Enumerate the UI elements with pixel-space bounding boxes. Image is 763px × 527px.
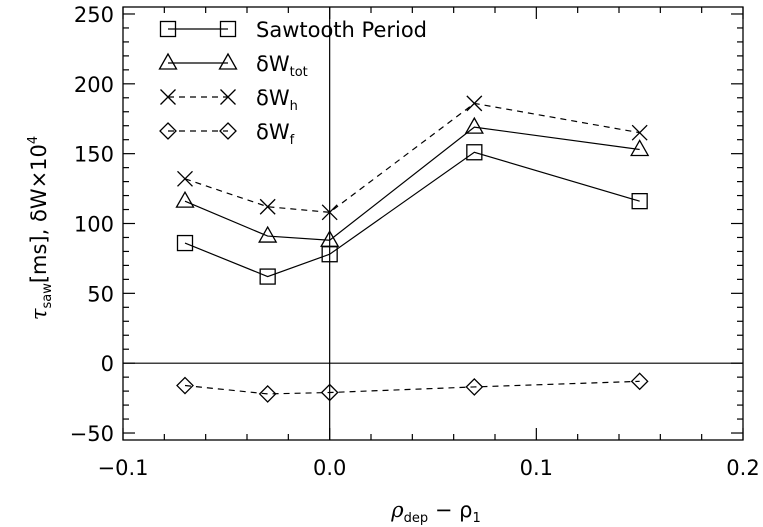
y-tick-label: −50 (70, 422, 114, 446)
data-point (465, 378, 484, 396)
x-tick-label: 0.1 (520, 456, 553, 480)
legend-marker (219, 122, 237, 140)
x-axis-label: ρdep − ρ1 (390, 498, 480, 526)
series-line (184, 151, 640, 278)
series-diamond (176, 372, 649, 403)
legend-entry: δWh (160, 86, 298, 114)
series-line (184, 102, 640, 213)
series-line (184, 126, 640, 241)
data-point (464, 116, 484, 134)
data-point (176, 234, 194, 252)
legend-marker (159, 20, 177, 38)
data-point (176, 376, 194, 395)
data-point (631, 193, 648, 210)
data-point (259, 268, 276, 285)
data-point (258, 384, 277, 403)
legend-entry: δWtot (158, 52, 308, 80)
legend-label: δWf (256, 120, 295, 148)
legend-label: Sawtooth Period (256, 18, 427, 42)
legend-entry: δWf (159, 120, 295, 148)
data-point (631, 124, 648, 141)
ticks: −0.1 0.0 0.1 0.2 −50 0 50 100 150 200 250 (70, 3, 760, 480)
legend-entry: Sawtooth Period (159, 18, 427, 42)
plot-frame (122, 6, 744, 441)
x-tick-label: 0.2 (726, 456, 759, 480)
legend-marker (159, 122, 177, 140)
legend-label: δWh (256, 86, 298, 114)
y-tick-label: 150 (74, 143, 114, 167)
legend-marker (160, 89, 176, 105)
data-point (630, 372, 649, 391)
y-tick-label: 100 (74, 213, 114, 237)
x-tick-label: 0.0 (313, 456, 346, 480)
y-tick-label: 50 (87, 282, 114, 306)
legend-marker (158, 52, 178, 70)
legend-marker (218, 52, 238, 70)
series-square (176, 144, 648, 285)
series-layer (175, 95, 650, 403)
legend: Sawtooth Period δWtot δWh δWf (158, 18, 427, 148)
y-tick-label: 200 (74, 73, 114, 97)
axes (122, 6, 744, 441)
legend-label: δWtot (256, 52, 308, 80)
x-tick-label: −0.1 (98, 456, 149, 480)
legend-marker (219, 20, 237, 38)
data-point (466, 95, 483, 112)
legend-marker (220, 89, 236, 105)
data-point (258, 225, 278, 243)
series-x (177, 95, 648, 221)
data-point (177, 170, 193, 187)
data-point (320, 229, 340, 247)
y-tick-label: 250 (74, 3, 114, 27)
y-tick-label: 0 (101, 352, 114, 376)
data-point (320, 383, 339, 402)
data-point (466, 144, 483, 161)
data-point (630, 139, 650, 157)
series-line (184, 380, 640, 395)
data-point (321, 204, 338, 221)
y-axis-label: τsaw[ms], δW×104 (26, 136, 55, 320)
series-triangle (175, 116, 650, 247)
data-point (259, 198, 276, 215)
data-point (175, 190, 195, 208)
